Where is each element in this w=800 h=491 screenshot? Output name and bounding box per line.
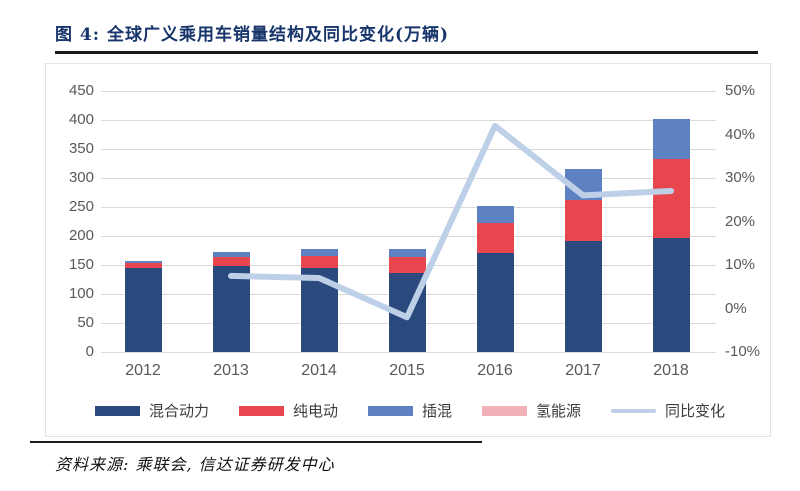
x-axis-label: 2013 [213,362,249,379]
bar-segment-2013 [212,265,250,352]
footer-divider [30,441,482,443]
bar-segment-2013 [212,257,250,266]
right-axis-tick-label: 40% [725,125,756,143]
left-axis-tick-label: 250 [68,198,94,215]
right-axis-tick-label: 30% [725,169,756,186]
left-axis-tick-label: 400 [68,111,94,128]
left-axis-tick-label: 200 [68,227,94,244]
right-axis-tick-label: 20% [725,212,756,230]
legend-label: 氢能源 [536,402,582,420]
bar-segment-2018 [652,159,690,238]
legend-item: 纯电动 [238,400,338,421]
left-axis-tick-label: 450 [68,82,94,99]
right-axis-tick-label: 50% [725,82,756,99]
legend-label: 纯电动 [292,402,338,420]
bar-segment-2015 [388,272,426,352]
bar-segment-2016 [476,205,514,223]
bar-segment-2017 [564,200,602,242]
legend-label: 同比变化 [665,402,726,420]
legend-color-swatch [367,405,413,416]
legend-color-swatch [482,405,527,416]
x-axis-label: 2017 [565,362,601,379]
bar-segment-2016 [476,222,514,253]
gridline [101,178,716,179]
x-axis-label: 2016 [477,362,513,379]
left-axis-tick-label: 100 [68,285,94,302]
gridline [101,352,716,353]
legend-color-swatch [94,405,140,416]
left-axis-tick-label: 350 [68,140,94,157]
legend-color-swatch [238,405,284,416]
left-axis-tick-label: 150 [68,256,94,273]
x-axis-label: 2014 [301,362,337,379]
bar-segment-2016 [476,252,514,352]
bar-segment-2017 [564,241,602,352]
bar-segment-2013 [212,252,250,258]
legend-item: 氢能源 [482,400,581,421]
legend-item: 混合动力 [94,400,209,421]
gridline [101,236,716,237]
bar-segment-2014 [300,248,338,256]
x-axis-label: 2018 [653,362,689,379]
x-axis-label: 2015 [389,362,425,379]
legend-line-swatch [611,408,657,413]
source-note: 资料来源: 乘联会, 信达证券研发中心 [55,455,335,474]
bar-segment-2012 [124,262,162,268]
gridline [101,149,716,150]
left-axis-tick-label: 0 [85,343,94,360]
chart-area: 450 400 350 300 250 200 150 100 50 0 50% 40% 30% 20% 1… [45,63,771,437]
title-divider [55,51,758,54]
left-axis-tick-label: 300 [68,169,94,186]
bar-segment-2012 [124,267,162,352]
right-axis-tick-label: -10% [725,343,761,360]
legend-item: 插混 [367,400,452,421]
gridline [101,91,716,92]
legend-item: 同比变化 [611,400,725,421]
bar-segment-2012 [124,260,162,263]
bar-segment-2017 [564,169,602,201]
legend-label: 插混 [421,402,452,420]
bar-segment-2018 [652,237,690,352]
bar-segment-2014 [300,267,338,352]
bar-segment-2014 [300,255,338,268]
legend-label: 混合动力 [148,402,209,420]
gridline [101,120,716,121]
right-axis-tick-label: 10% [725,256,756,273]
bar-segment-2018 [652,119,690,160]
bar-segment-2015 [388,257,426,273]
left-axis-tick-label: 50 [77,314,94,331]
x-axis-label: 2012 [125,362,161,379]
right-axis-tick-label: 0% [725,299,747,317]
bar-segment-2015 [388,249,426,258]
gridline [101,207,716,208]
figure-title: 图 4: 全球广义乘用车销量结构及同比变化(万辆) [55,25,450,45]
chart-legend: 混合动力 纯电动 插混 氢能源 同比变化 [56,400,764,421]
